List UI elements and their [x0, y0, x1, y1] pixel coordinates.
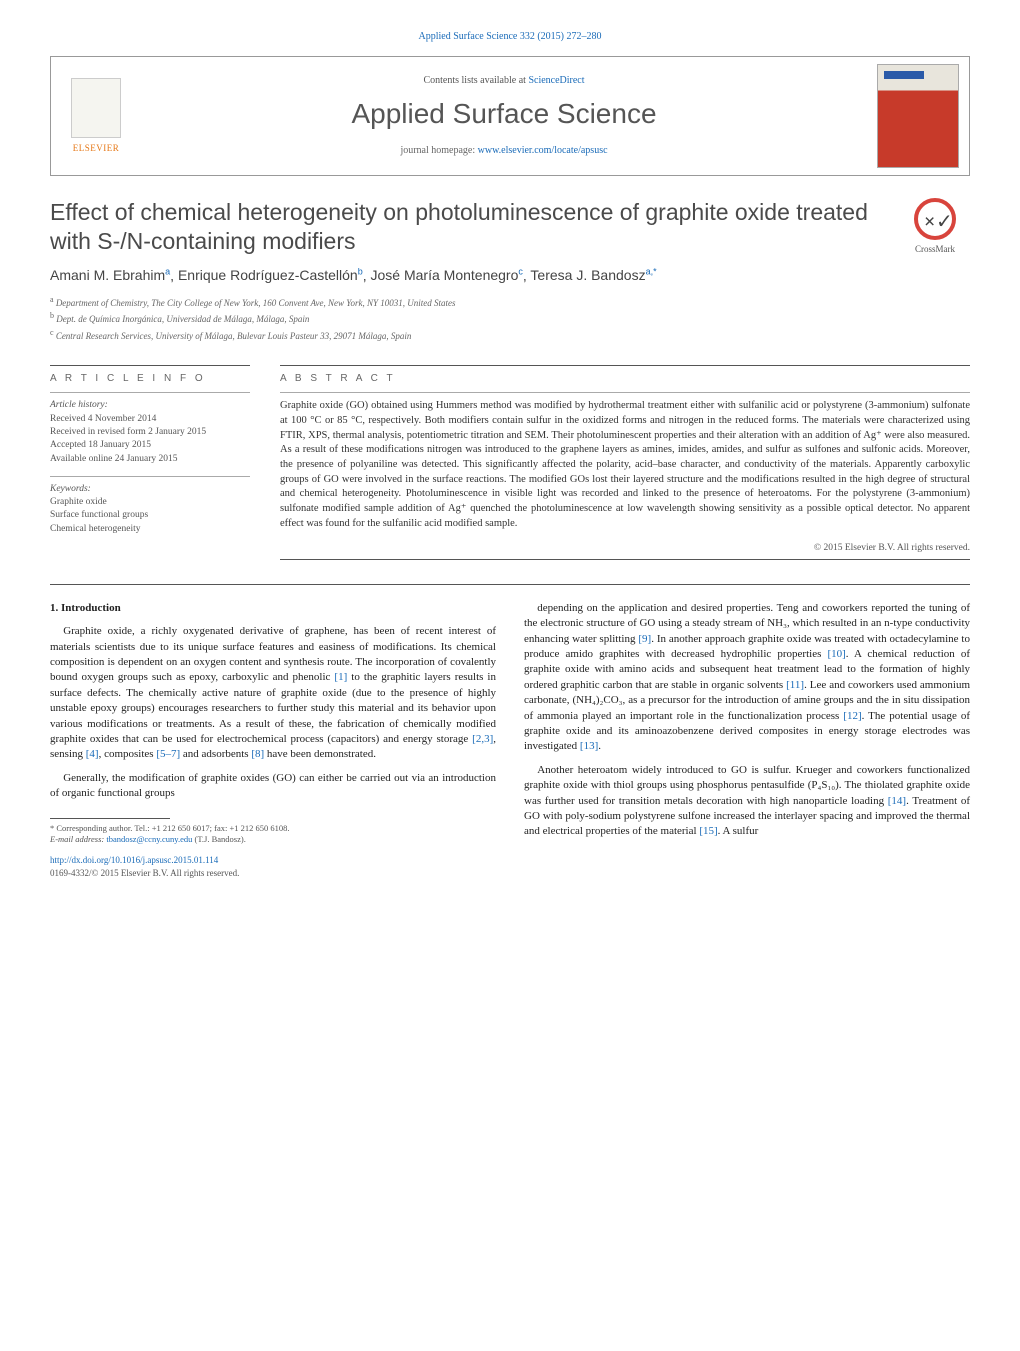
elsevier-logo: ELSEVIER: [51, 57, 141, 175]
journal-header: ELSEVIER Contents lists available at Sci…: [50, 56, 970, 176]
section-heading: 1. Introduction: [50, 601, 496, 616]
keyword: Surface functional groups: [50, 509, 250, 522]
paragraph: Another heteroatom widely introduced to …: [524, 763, 970, 840]
citation-link[interactable]: [5–7]: [156, 748, 180, 760]
authors-list: Amani M. Ebrahima, Enrique Rodríguez-Cas…: [50, 266, 970, 286]
history-label: Article history:: [50, 399, 250, 412]
history-revised: Received in revised form 2 January 2015: [50, 426, 250, 439]
citation-link[interactable]: [9]: [638, 633, 651, 645]
author: Enrique Rodríguez-Castellónb: [178, 267, 363, 283]
citation-link[interactable]: [10]: [827, 648, 845, 660]
affiliations: a Department of Chemistry, The City Coll…: [50, 294, 970, 344]
publisher-name: ELSEVIER: [73, 142, 120, 155]
history-accepted: Accepted 18 January 2015: [50, 439, 250, 452]
keyword: Graphite oxide: [50, 496, 250, 509]
journal-homepage: journal homepage: www.elsevier.com/locat…: [141, 144, 867, 158]
doi-block: http://dx.doi.org/10.1016/j.apsusc.2015.…: [50, 854, 496, 879]
crossmark-label: CrossMark: [915, 243, 955, 256]
info-heading: A R T I C L E I N F O: [50, 372, 250, 386]
author: Teresa J. Bandosza,*: [530, 267, 656, 283]
top-citation: Applied Surface Science 332 (2015) 272–2…: [50, 30, 970, 44]
sciencedirect-link[interactable]: ScienceDirect: [528, 75, 584, 86]
article-title: Effect of chemical heterogeneity on phot…: [50, 198, 880, 256]
journal-title: Applied Surface Science: [141, 94, 867, 133]
crossmark-badge[interactable]: × CrossMark: [900, 198, 970, 256]
corresponding-author: * Corresponding author. Tel.: +1 212 650…: [50, 823, 496, 835]
article-info: A R T I C L E I N F O Article history: R…: [50, 359, 250, 565]
citation-link[interactable]: [1]: [334, 671, 347, 683]
paragraph: Generally, the modification of graphite …: [50, 771, 496, 802]
history-received: Received 4 November 2014: [50, 413, 250, 426]
history-online: Available online 24 January 2015: [50, 453, 250, 466]
keywords-label: Keywords:: [50, 483, 250, 496]
paragraph: Graphite oxide, a richly oxygenated deri…: [50, 624, 496, 763]
abstract: A B S T R A C T Graphite oxide (GO) obta…: [280, 359, 970, 565]
citation-link[interactable]: [4]: [86, 748, 99, 760]
citation-link[interactable]: [8]: [251, 748, 264, 760]
abstract-heading: A B S T R A C T: [280, 372, 970, 386]
contents-lists: Contents lists available at ScienceDirec…: [141, 74, 867, 88]
footnote-separator: [50, 818, 170, 819]
rights-line: 0169-4332/© 2015 Elsevier B.V. All right…: [50, 867, 496, 880]
journal-cover-thumbnail: [877, 64, 959, 168]
doi-link[interactable]: http://dx.doi.org/10.1016/j.apsusc.2015.…: [50, 855, 218, 865]
email-link[interactable]: tbandosz@ccny.cuny.edu: [106, 834, 192, 844]
abstract-text: Graphite oxide (GO) obtained using Humme…: [280, 399, 970, 531]
author: José María Montenegroc: [371, 267, 523, 283]
crossmark-icon: ×: [914, 198, 956, 240]
citation-link[interactable]: [2,3]: [472, 733, 493, 745]
author: Amani M. Ebrahima: [50, 267, 170, 283]
paragraph: depending on the application and desired…: [524, 601, 970, 755]
article-body: 1. Introduction Graphite oxide, a richly…: [50, 601, 970, 880]
abstract-copyright: © 2015 Elsevier B.V. All rights reserved…: [280, 542, 970, 555]
homepage-link[interactable]: www.elsevier.com/locate/apsusc: [478, 145, 608, 156]
elsevier-tree-icon: [71, 78, 121, 138]
footnotes: * Corresponding author. Tel.: +1 212 650…: [50, 823, 496, 847]
keyword: Chemical heterogeneity: [50, 523, 250, 536]
citation-link[interactable]: [12]: [843, 710, 861, 722]
citation-link[interactable]: [14]: [888, 795, 906, 807]
citation-link[interactable]: [15]: [699, 825, 717, 837]
citation-link[interactable]: [13]: [580, 740, 598, 752]
citation-link[interactable]: [11]: [786, 679, 804, 691]
